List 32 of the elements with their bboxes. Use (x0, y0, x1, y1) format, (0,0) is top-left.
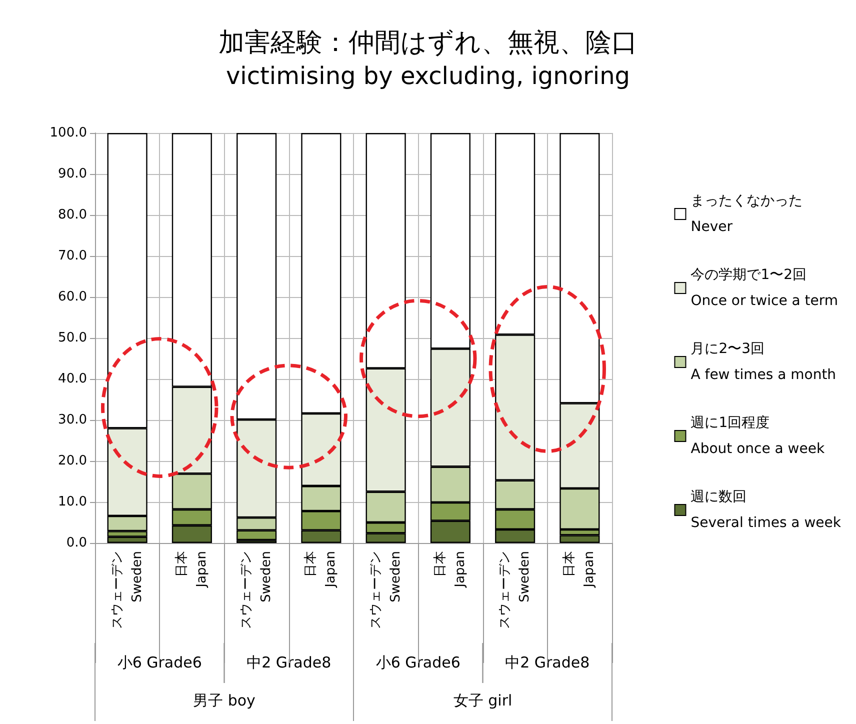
y-tick-label: 0.0 (66, 536, 87, 550)
legend-label: 週に1回程度 About once a week (690, 415, 826, 457)
x-tick-label: スウェーデン Sweden (498, 551, 533, 629)
x-tick-label: スウェーデン Sweden (368, 551, 404, 629)
legend-label: まったくなかった Never (690, 193, 803, 235)
chart-subtitle: victimising by excluding, ignoring (226, 62, 630, 90)
legend-label: 月に2〜3回 A few times a month (690, 341, 836, 383)
text: 中2 Grade8 (505, 654, 590, 672)
x-tick-label: 日本 Japan (432, 551, 468, 588)
legend-label: 週に数回 Several times a week (690, 489, 842, 531)
text: 中2 Grade8 (246, 654, 332, 672)
x-tick-label: 日本 Japan (174, 551, 210, 588)
x-tick-label: スウェーデン Sweden (110, 551, 145, 629)
y-tick-label: 20.0 (58, 454, 87, 468)
x-tick-label: スウェーデン Sweden (239, 551, 274, 629)
text: 小6 Grade6 (117, 654, 202, 672)
legend-label: 今の学期で1〜2回 Once or twice a term (690, 267, 838, 309)
y-tick-label: 30.0 (58, 412, 87, 428)
y-tick-label: 50.0 (58, 330, 87, 346)
x-tick-label: 日本 Japan (304, 551, 339, 588)
y-tick-label: 40.0 (58, 372, 87, 386)
y-tick-label: 60.0 (58, 290, 87, 304)
y-tick-label: 70.0 (58, 248, 87, 264)
text: 小6 Grade6 (376, 654, 460, 672)
chart-title: 加害経験：仲間はずれ、無視、陰口 (218, 28, 638, 58)
y-tick-label: 100.0 (50, 126, 87, 140)
y-tick-label: 10.0 (58, 494, 87, 510)
y-tick-label: 80.0 (58, 208, 87, 222)
text: 女子 girl (453, 692, 512, 710)
text: 男子 boy (193, 692, 256, 710)
y-tick-label: 90.0 (58, 166, 87, 182)
x-tick-label: 日本 Japan (562, 551, 598, 588)
